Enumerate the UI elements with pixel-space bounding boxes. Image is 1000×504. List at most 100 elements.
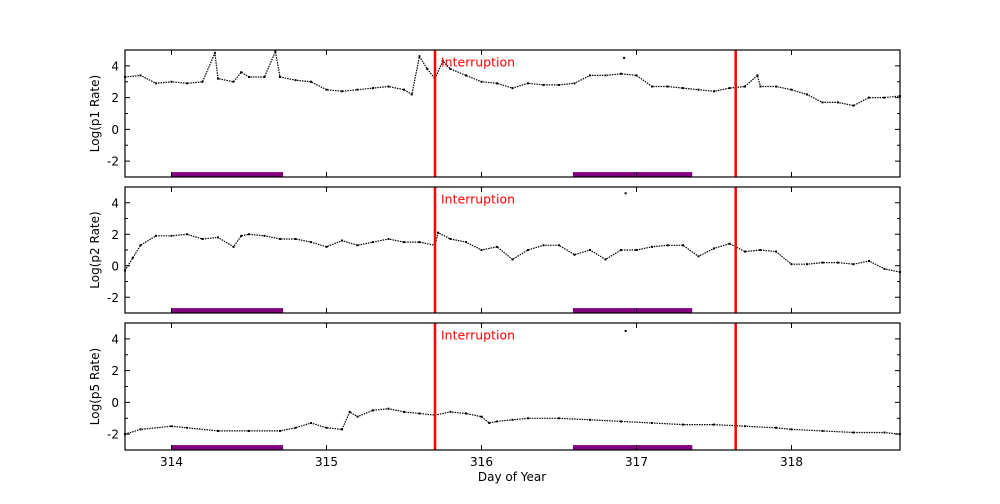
data-point: [496, 245, 498, 248]
data-trace: [124, 231, 901, 273]
data-point: [542, 244, 545, 247]
y-tick-label: 2: [111, 364, 119, 378]
data-point: [511, 258, 514, 261]
y-tick-label: 2: [111, 91, 119, 105]
coverage-bar: [171, 445, 284, 451]
data-point: [341, 428, 343, 431]
data-point: [837, 261, 839, 264]
outlier-point: [624, 329, 627, 332]
y-tick-label: -2: [107, 155, 119, 169]
data-point: [837, 101, 839, 104]
data-point: [263, 234, 266, 237]
data-trace: [124, 408, 901, 435]
y-axis-label: Log(p1 Rate): [88, 75, 102, 152]
data-point: [713, 90, 715, 93]
data-point: [201, 80, 204, 83]
data-point: [790, 263, 793, 266]
data-point: [604, 258, 607, 261]
data-point: [418, 412, 421, 415]
data-point: [186, 426, 188, 429]
data-point: [759, 85, 762, 88]
data-point: [248, 233, 250, 236]
data-point: [620, 420, 622, 423]
data-point: [759, 249, 762, 251]
data-point: [418, 55, 421, 58]
data-point: [294, 426, 297, 429]
data-point: [496, 82, 498, 85]
data-point: [232, 245, 235, 248]
data-point: [744, 250, 746, 253]
data-point: [294, 79, 297, 82]
data-point: [480, 80, 483, 83]
data-point: [387, 407, 390, 410]
data-point: [697, 88, 700, 91]
data-point: [213, 52, 216, 55]
data-point: [341, 239, 343, 242]
data-point: [775, 426, 777, 429]
data-point: [274, 50, 277, 53]
data-point: [356, 244, 359, 247]
data-point: [744, 85, 746, 88]
data-point: [131, 256, 134, 259]
data-point: [480, 415, 483, 418]
data-point: [868, 96, 870, 99]
panel-3: Interruption -2 0 2 4 Log(p5 Rate) 314 315 316 31…: [88, 322, 901, 469]
data-point: [790, 88, 793, 91]
data-point: [775, 85, 777, 88]
y-axis-label: Log(p5 Rate): [88, 348, 102, 425]
data-point: [604, 74, 607, 77]
y-tick-label: -2: [107, 291, 119, 305]
data-point: [806, 93, 808, 96]
data-point: [403, 241, 405, 244]
data-point: [790, 428, 793, 431]
data-point: [248, 429, 250, 432]
data-point: [232, 80, 235, 83]
data-point: [651, 85, 653, 88]
data-point: [883, 267, 886, 270]
data-point: [170, 425, 173, 428]
y-tick-label: 0: [111, 259, 119, 273]
data-point: [852, 431, 855, 434]
interruption-label: Interruption: [441, 328, 515, 343]
data-point: [465, 241, 467, 244]
data-point: [387, 85, 390, 88]
data-point: [387, 237, 390, 240]
coverage-bar: [572, 172, 693, 178]
data-point: [883, 96, 886, 99]
data-point: [756, 74, 759, 77]
y-tick-label: 4: [111, 196, 119, 210]
data-point: [279, 429, 281, 432]
data-point: [310, 80, 312, 83]
data-trace: [124, 49, 901, 107]
data-point: [426, 68, 429, 71]
outlier-point: [623, 56, 626, 59]
data-point: [279, 237, 281, 240]
data-point: [713, 247, 715, 250]
data-point: [868, 260, 870, 263]
data-point: [666, 244, 669, 247]
data-point: [139, 428, 142, 431]
data-point: [240, 234, 243, 237]
data-point: [806, 263, 808, 266]
data-point: [186, 233, 188, 236]
data-point: [217, 236, 219, 239]
data-point: [325, 88, 328, 91]
x-tick-label: 318: [780, 455, 803, 469]
data-point: [635, 249, 638, 251]
data-point: [527, 249, 529, 251]
data-point: [186, 82, 188, 85]
data-point: [465, 412, 467, 415]
data-point: [744, 425, 746, 428]
x-tick-label: 317: [625, 455, 648, 469]
data-point: [558, 244, 560, 247]
data-point: [589, 74, 591, 77]
data-point: [217, 429, 219, 432]
data-point: [775, 250, 777, 253]
data-point: [403, 410, 405, 413]
data-point: [279, 75, 281, 78]
data-point: [488, 422, 491, 425]
data-point: [496, 420, 498, 423]
data-point: [449, 410, 452, 413]
data-point: [713, 423, 715, 426]
